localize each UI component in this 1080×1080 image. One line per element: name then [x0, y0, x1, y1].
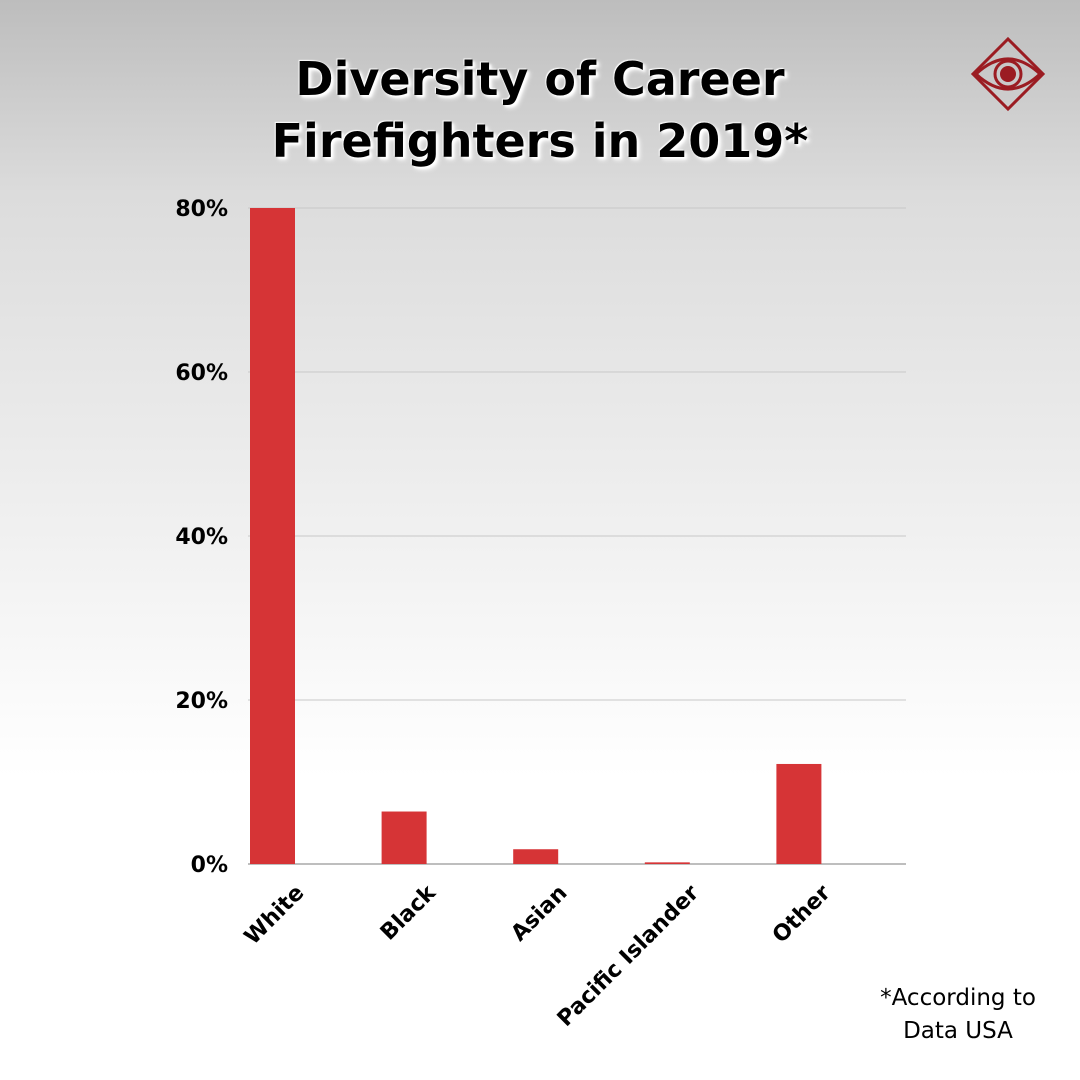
bar-pacific-islander [644, 862, 690, 864]
footnote: *According to Data USA [840, 982, 1076, 1048]
x-category-label: White [240, 881, 309, 950]
footnote-line2: Data USA [903, 1018, 1013, 1044]
chart-title-line1: Diversity of Career [295, 52, 785, 106]
y-tick-label: 0% [191, 853, 228, 878]
y-tick-label: 40% [175, 525, 228, 550]
chart-title-line2: Firefighters in 2019* [271, 114, 809, 168]
y-tick-label: 60% [175, 361, 228, 386]
eye-logo-icon [970, 36, 1046, 112]
bar-white [250, 208, 295, 864]
x-category-label: Black [376, 880, 442, 946]
y-tick-label: 80% [175, 197, 228, 222]
bars [250, 208, 822, 864]
bar-asian [513, 849, 559, 864]
bar-other [776, 763, 822, 864]
y-tick-label: 20% [175, 689, 228, 714]
bar-black [381, 811, 427, 864]
x-category-label: Pacific Islander [553, 880, 704, 1031]
x-category-label: Asian [507, 881, 573, 947]
footnote-line1: *According to [880, 985, 1036, 1011]
y-axis-tick-labels: 0% 20% 40% 60% 80% [175, 197, 228, 878]
chart-title: Diversity of Career Firefighters in 2019… [140, 48, 940, 172]
x-category-label: Other [768, 880, 836, 948]
